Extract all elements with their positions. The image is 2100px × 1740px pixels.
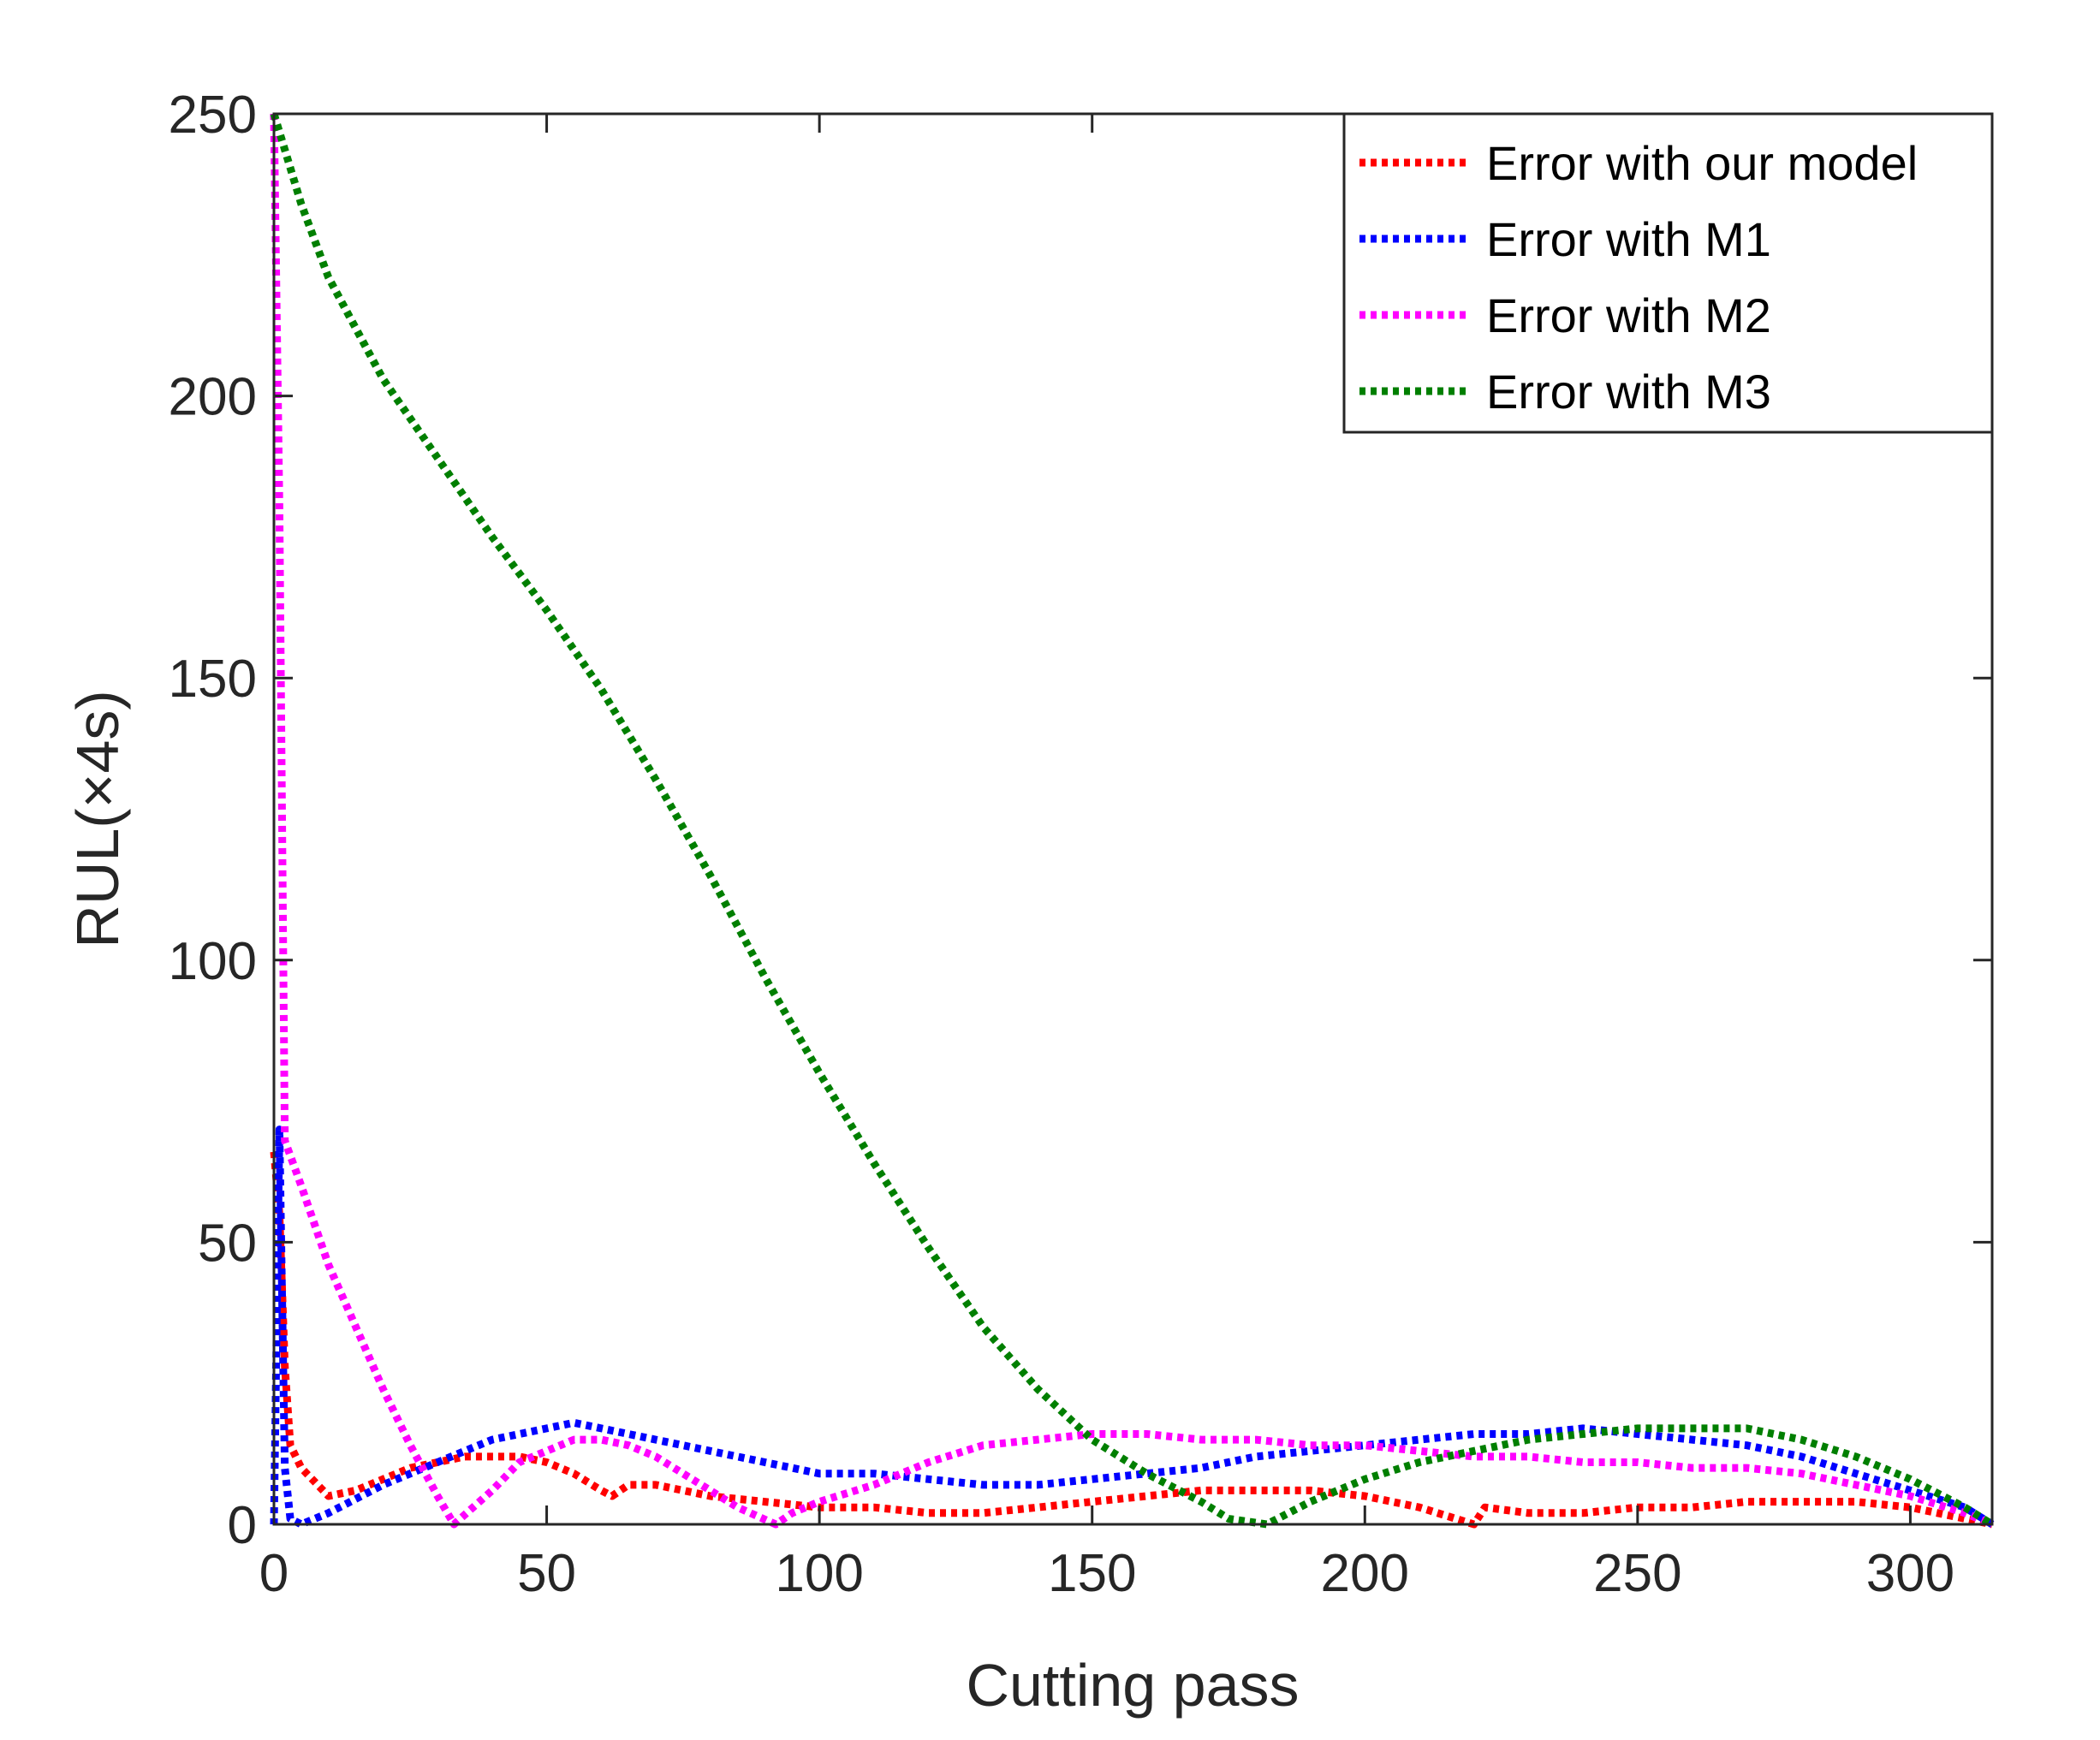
y-tick-label: 0 (228, 1496, 257, 1555)
y-tick-label: 100 (169, 932, 257, 991)
legend-label-error-with-m1: Error with M1 (1486, 212, 1771, 266)
axes-frame (272, 112, 1994, 1526)
legend-label-error-with-m2: Error with M2 (1486, 288, 1771, 342)
x-tick-label: 0 (259, 1544, 289, 1603)
tick-layer: 0 50 100 150 200 250 300 0 50 100 150 200 250 (169, 86, 1992, 1603)
y-tick-label: 250 (169, 86, 257, 145)
x-tick-label: 250 (1593, 1544, 1681, 1603)
x-tick-label: 150 (1048, 1544, 1136, 1603)
legend-entries: Error with our model Error with M1 Error w… (1359, 136, 1918, 419)
x-tick-label: 200 (1321, 1544, 1409, 1603)
y-tick-label: 150 (169, 650, 257, 709)
series-line-error-with-m1 (270, 1125, 1995, 1529)
legend-box (1342, 112, 1994, 434)
x-tick-label: 300 (1866, 1544, 1954, 1603)
x-tick-label: 50 (517, 1544, 576, 1603)
y-tick-label: 50 (198, 1214, 257, 1273)
y-tick-label: 200 (169, 368, 257, 427)
y-axis-label: RUL(×4s) (64, 690, 131, 947)
x-axis-label: Cutting pass (966, 1652, 1299, 1719)
legend-label-error-with-our-model: Error with our model (1486, 136, 1918, 190)
x-tick-label: 100 (775, 1544, 863, 1603)
legend: Error with our model Error with M1 Error w… (1342, 112, 1994, 434)
legend-label-error-with-m3: Error with M3 (1486, 365, 1771, 419)
